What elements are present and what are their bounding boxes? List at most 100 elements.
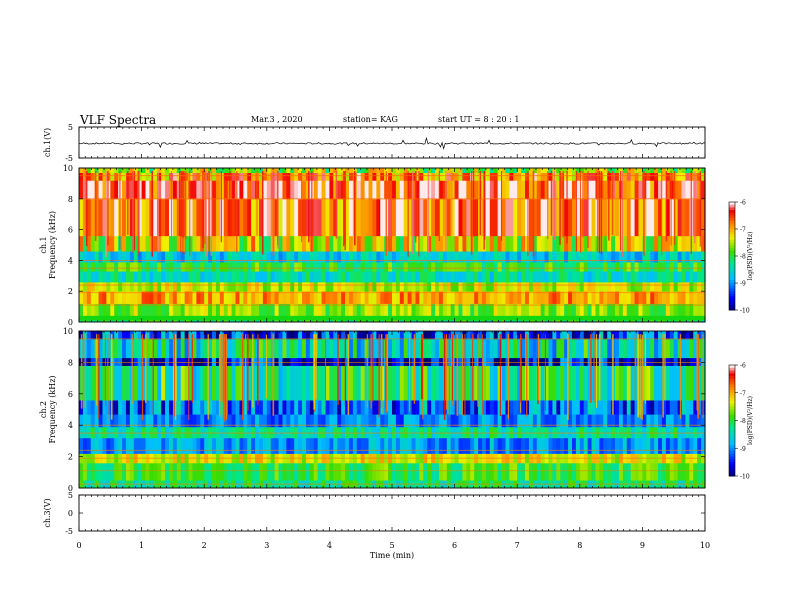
spectrogram-cell [278, 303, 284, 317]
spectrogram-cell [615, 251, 620, 263]
spectrogram-cell [654, 198, 659, 237]
spectrogram-cell [251, 271, 256, 283]
spectrogram-cell [82, 281, 88, 292]
spectrogram-cell [560, 303, 565, 317]
spectrogram-cell [157, 357, 162, 366]
spectrogram-cell [591, 462, 597, 481]
spectrogram-cell [98, 235, 104, 252]
spectrogram-cell [145, 303, 151, 317]
spectrogram-cell [427, 331, 432, 340]
spectrogram-cell [118, 331, 123, 340]
spectrogram-cell [630, 365, 636, 401]
spectrogram-cell [697, 291, 702, 304]
spectrogram-cell [427, 198, 432, 237]
spectrogram-cell [603, 365, 608, 401]
spectrogram-cell [646, 291, 651, 304]
spectrogram-cell [431, 172, 436, 181]
spectrogram-cell [634, 198, 640, 237]
spectrogram-cell [697, 172, 702, 181]
spectrogram-cell [129, 400, 135, 415]
spectrogram-cell [125, 281, 131, 292]
spectrogram-cell [564, 365, 569, 401]
spectrogram-cell [208, 180, 213, 200]
spectrogram-cell [184, 303, 190, 317]
spectrogram-cell [528, 303, 534, 317]
spectrogram-cell [462, 426, 467, 439]
spectrogram-cell [497, 271, 503, 283]
spectrogram-cell [481, 365, 487, 401]
spectrogram-cell [98, 400, 104, 415]
spectrogram-cell [517, 251, 522, 263]
spectrogram-cell [485, 198, 491, 237]
spectrogram-cell [630, 462, 636, 481]
spectrogram-cell [235, 462, 241, 481]
spectrogram-cell [395, 426, 401, 439]
spectrogram-cell [270, 462, 276, 481]
spectrogram-cell [532, 281, 538, 292]
spectrogram-cell [231, 291, 237, 304]
spectrogram-cell [149, 357, 154, 366]
spectrogram-cell [384, 261, 389, 272]
spectrogram-cell [521, 338, 526, 359]
spectrogram-cell [442, 303, 448, 317]
spectrogram-cell [278, 198, 284, 237]
spectrogram-cell [376, 281, 381, 292]
spectrogram-cell [575, 291, 581, 304]
spectrogram-cell [90, 198, 96, 237]
spectrogram-cell [145, 462, 151, 481]
spectrogram-cell [251, 462, 256, 481]
spectrogram-cell [270, 291, 276, 304]
spectrogram-cell [102, 251, 107, 263]
spectrogram-cell [493, 235, 499, 252]
spectrogram-cell [192, 303, 197, 317]
spectrogram-cell [587, 331, 593, 340]
spectrogram-cell [411, 235, 417, 252]
spectrogram-cell [509, 180, 514, 200]
spectrogram-cell [501, 338, 507, 359]
spectrogram-cell [540, 271, 546, 283]
spectrogram-cell [82, 462, 88, 481]
spectrogram-cell [133, 303, 139, 317]
spectrogram-cell [376, 462, 381, 481]
spectrogram-cell [305, 261, 311, 272]
spectrogram-cell [450, 172, 456, 181]
spectrogram-cell [114, 331, 119, 340]
spectrogram-cell [525, 251, 530, 263]
spectrogram-cell [548, 462, 554, 481]
spectrogram-cell [438, 291, 444, 304]
spectrogram-cell [208, 198, 213, 237]
spectrogram-cell [258, 180, 264, 200]
spectrogram-cell [184, 338, 190, 359]
y-tick-label: 10 [63, 164, 73, 173]
spectrogram-cell [329, 271, 334, 283]
spectrogram-cell [431, 261, 436, 272]
spectrogram-cell [677, 291, 683, 304]
spectrogram-cell [317, 172, 323, 181]
spectrogram-cell [673, 291, 679, 304]
spectrogram-cell [149, 291, 154, 304]
spectrogram-cell [200, 251, 205, 263]
spectrogram-cell [642, 271, 647, 283]
spectrogram-cell [435, 251, 440, 263]
spectrogram-cell [364, 291, 370, 304]
spectrogram-cell [689, 414, 694, 428]
spectrogram-cell [258, 271, 264, 283]
spectrogram-cell [650, 331, 655, 340]
spectrogram-cell [274, 303, 280, 317]
spectrogram-cell [82, 291, 88, 304]
spectrogram-cell [286, 271, 291, 283]
spectrogram-cell [462, 261, 467, 272]
spectrogram-cell [184, 426, 190, 439]
spectrogram-cell [200, 414, 205, 428]
spectrogram-cell [345, 261, 350, 272]
spectrogram-cell [294, 172, 299, 181]
spectrogram-cell [114, 198, 119, 237]
spectrogram-cell [536, 235, 542, 252]
spectrogram-cell [497, 437, 503, 454]
spectrogram-cell [411, 172, 417, 181]
spectrogram-cell [665, 198, 671, 237]
spectrogram-cell [665, 462, 671, 481]
spectrogram-cell [673, 331, 679, 340]
spectrogram-cell [466, 172, 471, 181]
spectrogram-cell [474, 180, 479, 200]
